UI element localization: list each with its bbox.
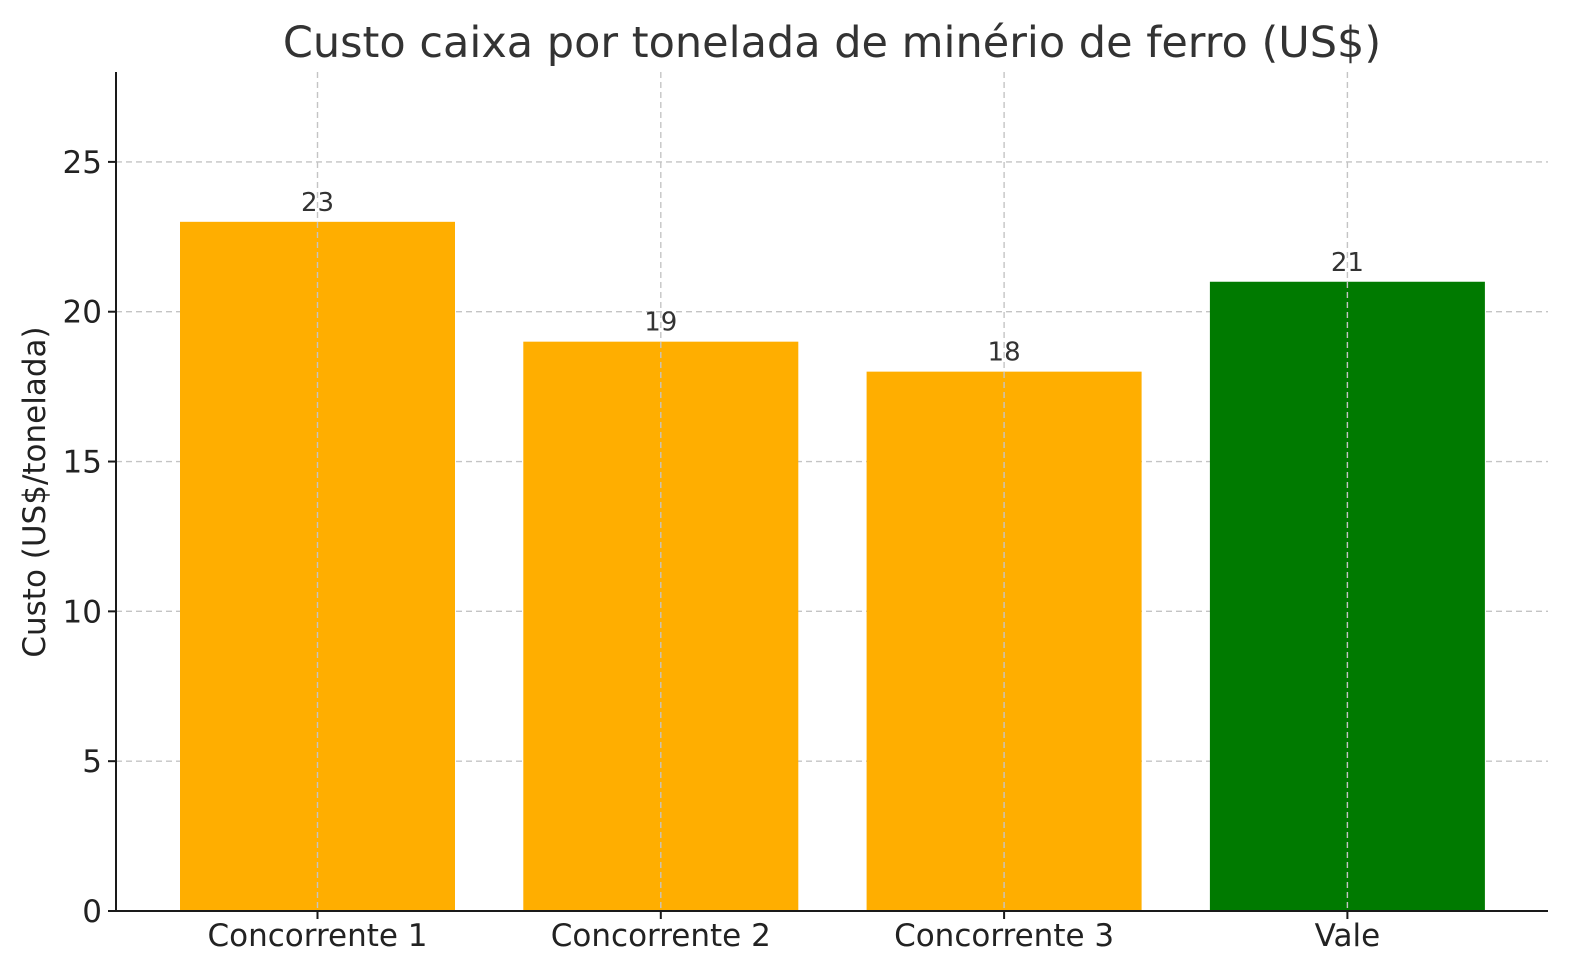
y-tick-label: 15 — [63, 445, 102, 481]
y-tick-label: 5 — [82, 744, 102, 780]
data-label: 18 — [988, 338, 1021, 368]
y-tick-label: 0 — [82, 894, 102, 930]
y-axis-label: Custo (US$/tonelada) — [17, 326, 53, 657]
x-tick-label: Concorrente 2 — [551, 918, 771, 954]
chart-title: Custo caixa por tonelada de minério de f… — [283, 18, 1381, 68]
x-ticks: Concorrente 1 Concorrente 2 Concorrente 3 V… — [207, 911, 1380, 954]
data-label: 23 — [301, 188, 334, 218]
x-tick-label: Vale — [1315, 918, 1380, 954]
y-tick-label: 20 — [63, 295, 102, 331]
data-labels: 23 19 18 21 — [301, 188, 1364, 368]
axes — [115, 72, 1548, 912]
x-tick-label: Concorrente 3 — [894, 918, 1114, 954]
data-label: 21 — [1331, 248, 1364, 278]
y-ticks: 0 5 10 15 20 25 — [63, 145, 116, 930]
y-tick-label: 25 — [63, 145, 102, 181]
y-tick-label: 10 — [63, 594, 102, 630]
bar-concorrente-3 — [866, 371, 1142, 912]
x-tick-label: Concorrente 1 — [207, 918, 427, 954]
data-label: 19 — [644, 308, 677, 338]
